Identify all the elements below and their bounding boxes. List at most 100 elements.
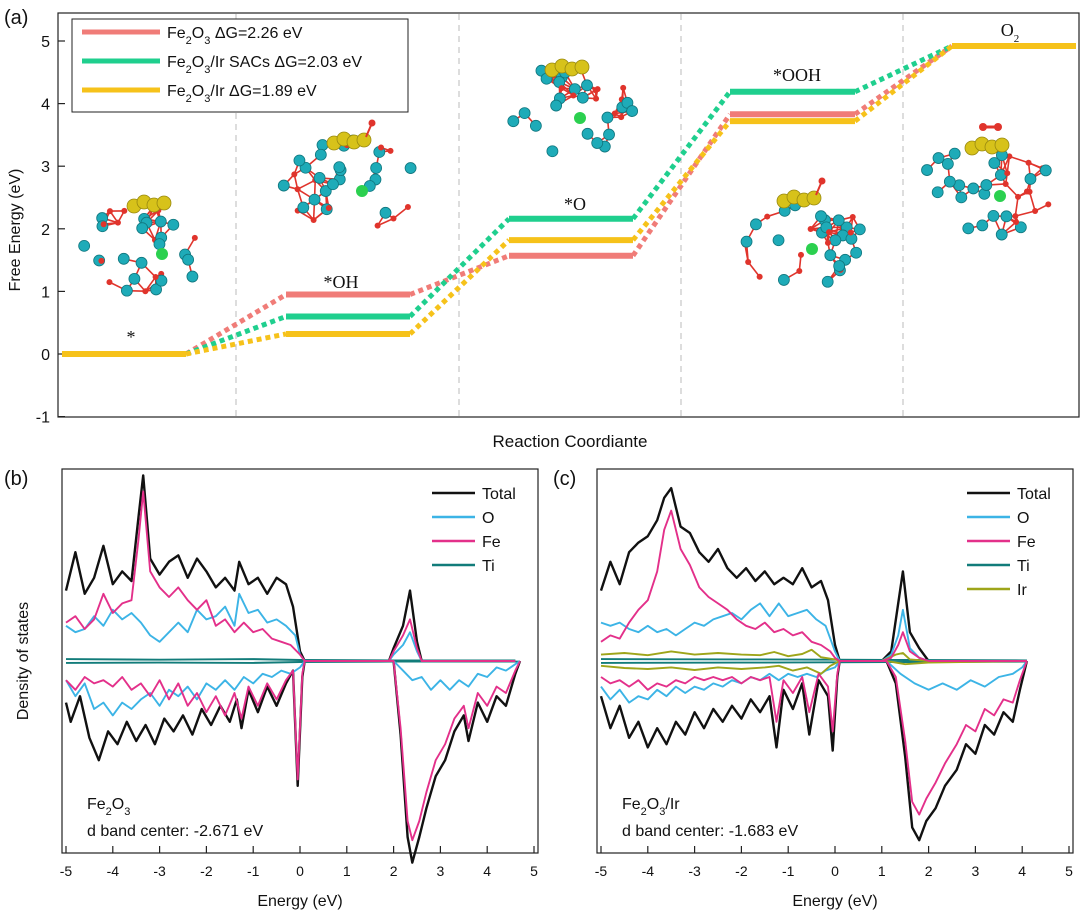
panel-b-y-axis-label: Density of states	[15, 602, 32, 720]
metal-atom	[370, 162, 383, 174]
dos-curve-ir-up	[600, 648, 1027, 662]
y-tick-label: 5	[41, 34, 50, 51]
material-text-sub: 2	[106, 806, 112, 818]
dos-curve-total-down	[599, 659, 1029, 842]
dos-curve-total-up	[64, 474, 516, 663]
oxygen-atom	[378, 144, 385, 151]
oxygen-atom	[106, 279, 113, 286]
bond	[393, 206, 409, 220]
oxygen-atom	[1006, 153, 1013, 160]
oxygen-atom	[1026, 188, 1033, 195]
metal-atom	[313, 172, 326, 184]
legend-entry: Fe2O3/Ir ΔG=1.89 eV	[167, 83, 317, 105]
adsorbate-atom	[818, 177, 826, 185]
dos-curve-total-down	[64, 659, 522, 864]
oxygen-atom	[618, 114, 625, 121]
material-text-sub: 3	[659, 806, 665, 818]
energy-connectors	[184, 43, 954, 357]
metal-atom	[529, 119, 542, 132]
metal-atom	[136, 222, 149, 235]
state-label-part: *OOH	[773, 65, 821, 85]
oxygen-atom	[994, 123, 1002, 131]
panel-c-x-ticks: -5 -4 -3 -2 -1 0 1 2 3 4 5	[595, 846, 1073, 879]
legend-entry: Total	[1017, 486, 1051, 503]
dos-curve-o-down	[600, 660, 1028, 704]
material-label: Fe2O3	[87, 796, 130, 818]
x-tick-label: -4	[642, 863, 655, 879]
metal-atom	[750, 218, 762, 231]
metal-atom	[962, 222, 975, 235]
panel-a-y-axis-label: Free Energy (eV)	[7, 169, 24, 292]
metal-atom	[967, 182, 980, 195]
metal-atom	[772, 234, 785, 247]
legend-text-part: Fe	[167, 54, 186, 71]
oxygen-atom	[1025, 159, 1032, 166]
d-band-center-label: d band center: -2.671 eV	[87, 823, 263, 840]
panel-b-legend: Total O Fe Ti	[432, 486, 516, 575]
x-tick-label: -4	[107, 863, 120, 879]
material-text-part: /Ir	[665, 796, 680, 813]
legend-text-part: /Ir	[210, 83, 225, 100]
y-tick-label: -1	[36, 410, 50, 427]
metal-atom	[824, 249, 837, 262]
x-tick-label: -3	[153, 863, 166, 879]
legend-text-part: ΔG=1.89 eV	[225, 83, 317, 100]
material-text-part: Fe	[622, 796, 641, 813]
x-tick-label: -5	[595, 863, 608, 879]
metal-atom	[853, 223, 866, 236]
metal-atom	[815, 210, 827, 223]
oxygen-atom	[191, 234, 198, 241]
oxygen-atom	[1013, 218, 1020, 225]
molecule-structure	[740, 177, 866, 288]
legend-text-sub: 2	[186, 93, 192, 105]
dopant-atom	[994, 190, 1006, 202]
x-tick-label: -2	[200, 863, 213, 879]
oxygen-atom	[756, 273, 763, 280]
legend-entry: Fe2O3/Ir SACs ΔG=2.03 eV	[167, 54, 362, 76]
metal-atom	[155, 274, 168, 287]
bond	[297, 179, 316, 190]
molecule-structure	[78, 194, 199, 297]
bond	[1014, 196, 1019, 217]
y-tick-label: 4	[41, 97, 50, 114]
state-label: *O	[564, 194, 586, 214]
metal-atom	[821, 275, 834, 288]
connector-0	[853, 43, 954, 117]
dos-curve-total-up	[599, 487, 1027, 663]
metal-atom	[943, 175, 956, 188]
panel-a-y-ticks: -1 0 1 2 3 4 5	[36, 34, 65, 427]
iridium-atom	[156, 195, 172, 211]
metal-atom	[1000, 210, 1013, 223]
connector-2	[853, 44, 954, 124]
state-label: O2	[1001, 20, 1020, 45]
bond	[1015, 210, 1036, 217]
oxygen-atom	[558, 85, 565, 92]
oxygen-atom	[797, 251, 804, 258]
oxygen-atom	[294, 186, 301, 193]
oxygen-atom	[291, 171, 298, 178]
metal-atom	[550, 99, 563, 112]
legend-entry: O	[482, 510, 494, 527]
material-label: Fe2O3/Ir	[622, 796, 680, 818]
x-tick-label: 4	[1018, 863, 1026, 879]
x-tick-label: 0	[296, 863, 304, 879]
panel-b-annotation: Fe2O3 d band center: -2.671 eV	[87, 796, 263, 840]
metal-atom	[850, 246, 863, 259]
metal-atom	[333, 161, 346, 174]
metal-atom	[404, 162, 417, 174]
bond	[1028, 191, 1036, 212]
panel-c-x-axis-label: Energy (eV)	[792, 893, 877, 910]
metal-atom	[994, 169, 1007, 181]
oxygen-atom	[847, 229, 854, 236]
oxygen-atom	[807, 225, 814, 232]
panel-b-label: (b)	[4, 468, 28, 490]
oxygen-atom	[745, 259, 752, 266]
oxygen-atom	[611, 110, 618, 117]
panel-c-curves	[599, 487, 1029, 842]
metal-atom	[167, 218, 180, 231]
metal-atom	[1039, 164, 1052, 177]
